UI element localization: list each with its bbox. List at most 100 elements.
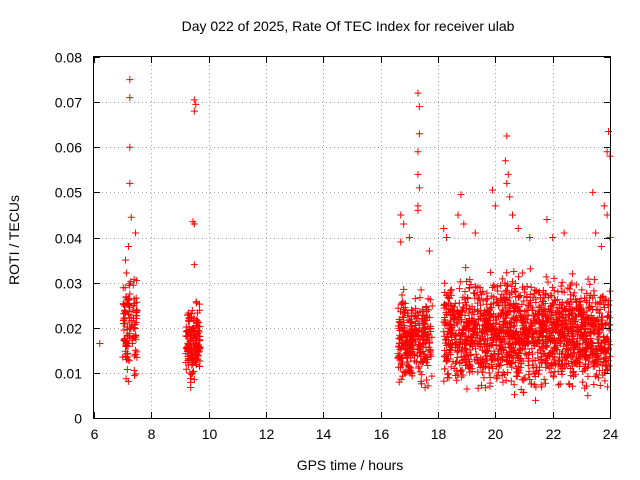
data-point xyxy=(553,296,561,304)
data-point xyxy=(536,294,544,302)
data-point xyxy=(594,360,602,368)
data-point xyxy=(588,345,596,353)
data-point xyxy=(425,247,433,255)
data-point xyxy=(593,315,601,323)
data-point xyxy=(450,311,458,319)
data-point xyxy=(538,311,546,319)
data-point xyxy=(465,315,473,323)
data-point xyxy=(541,300,549,308)
data-point xyxy=(498,290,506,298)
data-point xyxy=(561,363,569,371)
data-point xyxy=(520,374,528,382)
data-point xyxy=(563,352,571,360)
data-point xyxy=(398,291,406,299)
data-point xyxy=(509,304,517,312)
data-point xyxy=(508,354,516,362)
data-point xyxy=(426,338,434,346)
data-point xyxy=(492,341,500,349)
data-point xyxy=(467,332,475,340)
data-point xyxy=(528,332,536,340)
data-point xyxy=(495,321,503,329)
data-point xyxy=(474,384,482,392)
data-point xyxy=(529,329,537,337)
data-point xyxy=(427,347,435,355)
x-tick-label: 6 xyxy=(91,426,99,442)
data-point xyxy=(488,292,496,300)
data-point xyxy=(515,273,523,281)
data-point xyxy=(549,234,557,241)
data-point xyxy=(537,330,545,338)
data-point xyxy=(556,331,564,339)
data-point xyxy=(565,380,573,388)
data-point xyxy=(445,299,453,307)
data-point xyxy=(550,287,558,295)
data-point xyxy=(422,330,430,338)
data-point xyxy=(416,336,424,344)
data-point xyxy=(562,320,570,328)
data-point xyxy=(540,375,548,383)
data-point xyxy=(488,186,496,194)
data-point xyxy=(513,372,521,380)
data-point xyxy=(470,306,478,314)
data-point xyxy=(526,265,534,273)
data-point xyxy=(595,330,603,338)
data-points xyxy=(96,76,614,404)
data-point xyxy=(120,337,128,345)
data-point xyxy=(400,305,408,313)
data-point xyxy=(415,327,423,335)
data-point xyxy=(415,103,423,111)
data-point xyxy=(600,300,608,308)
data-point xyxy=(481,317,489,325)
data-point xyxy=(466,276,474,284)
data-point xyxy=(456,278,464,286)
data-point xyxy=(440,224,448,232)
data-point xyxy=(526,291,534,299)
data-point xyxy=(573,360,581,368)
data-point xyxy=(605,308,613,316)
data-point xyxy=(189,324,197,332)
data-point xyxy=(496,362,504,370)
data-point xyxy=(461,344,469,352)
y-tick-label: 0.07 xyxy=(55,95,82,111)
data-point xyxy=(541,307,549,315)
data-point xyxy=(553,304,561,312)
data-point xyxy=(577,348,585,356)
data-point xyxy=(188,313,196,321)
data-point xyxy=(549,361,557,369)
data-point xyxy=(508,363,516,371)
data-point xyxy=(193,309,201,317)
data-point xyxy=(414,148,422,156)
data-point xyxy=(532,396,540,404)
data-point xyxy=(401,304,409,312)
data-point xyxy=(523,293,531,301)
data-point xyxy=(458,366,466,374)
data-point xyxy=(521,349,529,357)
data-point xyxy=(558,313,566,321)
data-point xyxy=(587,291,595,299)
data-point xyxy=(473,291,481,299)
data-point xyxy=(604,383,612,391)
data-point xyxy=(557,368,565,376)
data-point xyxy=(404,311,412,319)
data-point xyxy=(602,295,610,303)
data-point xyxy=(129,281,137,289)
data-point xyxy=(394,354,402,362)
x-tick-label: 14 xyxy=(316,426,332,442)
data-point xyxy=(463,348,471,356)
data-point xyxy=(414,206,422,214)
data-point xyxy=(549,337,557,345)
data-point xyxy=(554,381,562,389)
data-point xyxy=(440,353,448,361)
data-point xyxy=(569,368,577,376)
data-point xyxy=(96,340,104,348)
data-point xyxy=(605,127,613,135)
data-point xyxy=(411,321,419,329)
data-point xyxy=(516,291,524,299)
data-point xyxy=(606,352,614,360)
data-point xyxy=(510,391,518,399)
data-point xyxy=(485,369,493,377)
data-point xyxy=(189,369,197,377)
data-point xyxy=(184,332,192,340)
data-point xyxy=(606,287,614,295)
data-point xyxy=(605,301,613,309)
